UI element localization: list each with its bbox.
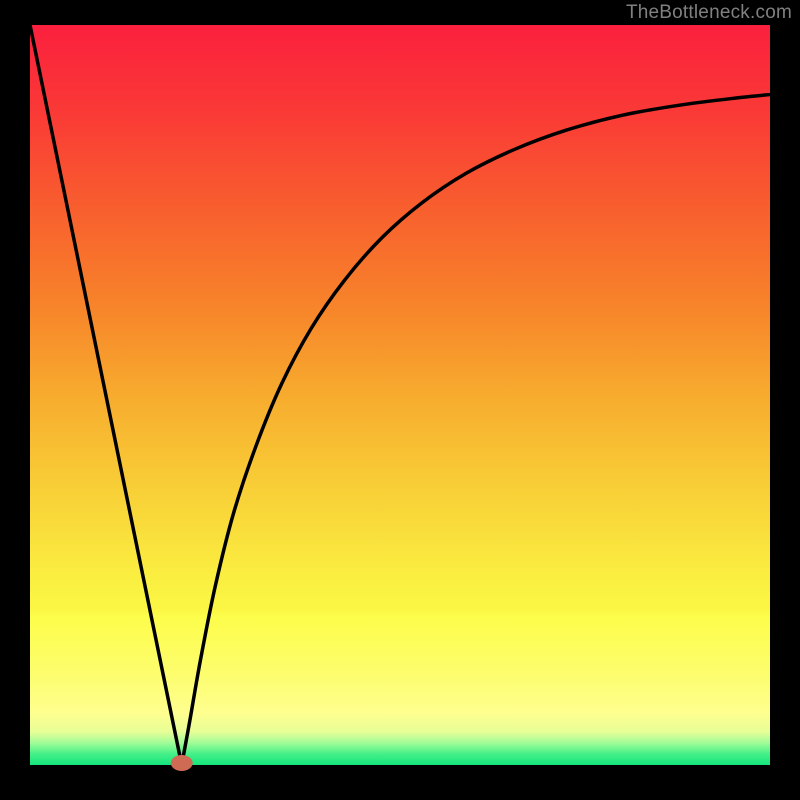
- bottleneck-chart: [0, 0, 800, 800]
- chart-container: TheBottleneck.com: [0, 0, 800, 800]
- attribution-label: TheBottleneck.com: [626, 2, 792, 24]
- optimum-marker: [171, 755, 193, 771]
- plot-background: [30, 25, 770, 765]
